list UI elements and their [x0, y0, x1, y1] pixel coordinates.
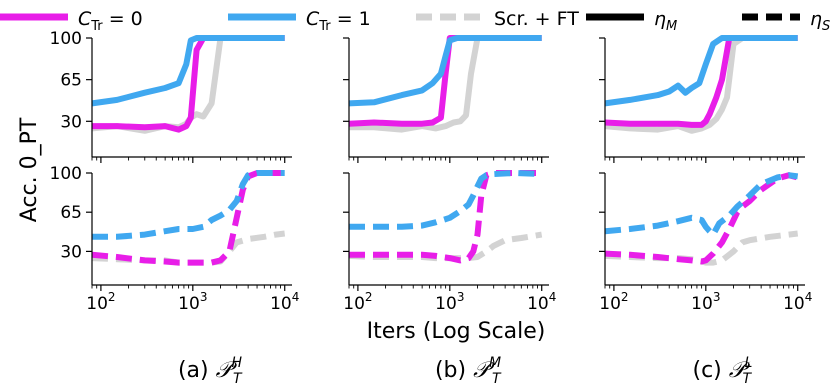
x-tick-label: 104 [270, 290, 299, 314]
x-tick-label: 102 [86, 290, 115, 314]
y-axis-label: Acc. 0_PT [17, 117, 42, 222]
panel-caption: (b) 𝒫M T [435, 355, 502, 387]
series-line [91, 170, 285, 266]
panel: 102 103 104 [599, 172, 812, 314]
y-tick-label: 100 [50, 29, 82, 49]
legend-label: CTr = 1 [306, 8, 371, 34]
panel: 30 65 100 102 103 104 [50, 164, 300, 314]
panel-caption: (a) 𝒫H T [178, 355, 243, 387]
y-tick-label: 30 [60, 112, 82, 132]
x-tick-label: 103 [691, 290, 720, 314]
panel-caption: (c) 𝒫L T [693, 355, 753, 387]
legend: CTr = 0 CTr = 1 Scr. + FT ηM ηS [0, 8, 830, 34]
x-tick-label: 103 [178, 290, 207, 314]
legend-entry: CTr = 0 [0, 8, 143, 34]
panel: 30 65 100 [50, 29, 292, 163]
captions: (a) 𝒫H T (b) 𝒫M T (c) 𝒫L T [178, 355, 753, 387]
series-line [348, 35, 542, 107]
legend-label: ηM [654, 8, 677, 34]
series-line [604, 35, 798, 107]
y-tick-label: 65 [60, 71, 82, 91]
panel [599, 35, 805, 163]
legend-label: ηS [810, 8, 830, 34]
series-line [349, 170, 542, 264]
y-tick-label: 100 [50, 164, 82, 184]
x-axis-label: Iters (Log Scale) [367, 319, 546, 344]
x-tick-label: 102 [343, 290, 372, 314]
legend-entry: Scr. + FT [416, 8, 579, 30]
x-tick-label: 102 [599, 290, 628, 314]
series-line [604, 172, 799, 238]
series-line [349, 170, 542, 230]
series-line [604, 230, 799, 266]
legend-label: Scr. + FT [494, 8, 579, 30]
y-tick-label: 30 [60, 242, 82, 262]
series-line [604, 172, 799, 265]
panel: 102 103 104 [343, 170, 556, 314]
x-tick-label: 103 [435, 290, 464, 314]
series-line [91, 35, 285, 107]
y-tick-label: 65 [60, 203, 82, 223]
x-tick-label: 104 [783, 290, 812, 314]
legend-entry: ηS [742, 8, 830, 34]
x-tick-label: 104 [527, 290, 556, 314]
panel [343, 35, 549, 163]
series-line [92, 170, 285, 240]
legend-entry: ηM [586, 8, 677, 34]
legend-label: CTr = 0 [78, 8, 143, 34]
legend-entry: CTr = 1 [228, 8, 371, 34]
